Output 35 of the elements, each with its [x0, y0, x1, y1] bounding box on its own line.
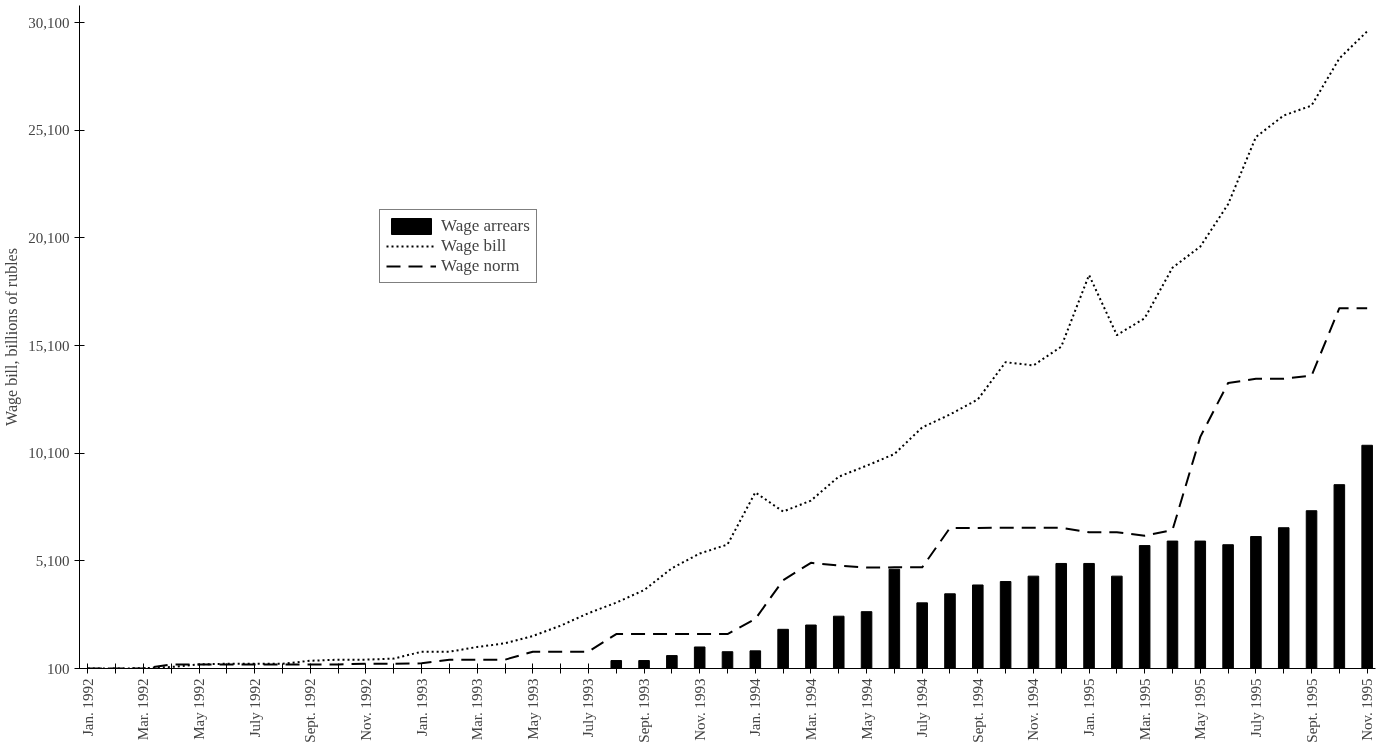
x-tick-label: Sept. 1992	[302, 678, 319, 743]
y-tick-label: 25,100	[28, 122, 70, 139]
x-tick-label: Sept. 1995	[1303, 678, 1320, 743]
y-tick-label: 5,100	[35, 552, 70, 569]
x-tick-label: May 1993	[524, 678, 541, 740]
x-tick-label: Sept. 1993	[636, 678, 653, 743]
x-tick-label: Sept. 1994	[969, 678, 986, 743]
x-tick-label: Mar. 1992	[135, 678, 152, 741]
y-tick-label: 30,100	[28, 14, 70, 31]
y-tick-label: 100	[47, 660, 70, 677]
legend-label: Wage norm	[441, 256, 520, 276]
x-tick-label: May 1995	[1192, 678, 1209, 740]
x-tick-label: July 1994	[914, 678, 931, 738]
x-tick-label: Jan. 1994	[747, 678, 764, 736]
x-tick-label: Nov. 1994	[1025, 678, 1042, 741]
y-tick-label: 10,100	[28, 445, 70, 462]
x-tick-label: Mar. 1994	[802, 678, 819, 741]
x-tick-label: Jan. 1993	[413, 678, 430, 736]
x-tick-label: Nov. 1992	[357, 678, 374, 741]
y-tick-label: 20,100	[28, 229, 70, 246]
x-tick-label: July 1993	[580, 678, 597, 738]
x-tick-label: Jan. 1995	[1081, 678, 1098, 736]
x-tick-label: May 1992	[191, 678, 208, 740]
y-tick-label: 15,100	[28, 337, 70, 354]
x-tick-label: Mar. 1995	[1136, 678, 1153, 741]
x-tick-label: Nov. 1993	[691, 678, 708, 741]
x-tick-label: May 1994	[858, 678, 875, 740]
legend-label: Wage bill	[441, 236, 507, 256]
y-axis-title: Wage bill, billions of rubles	[3, 248, 22, 426]
x-tick-label: Nov. 1995	[1359, 678, 1376, 741]
x-tick-label: July 1995	[1247, 678, 1264, 738]
x-tick-label: Jan. 1992	[79, 678, 96, 736]
x-tick-label: July 1992	[246, 678, 263, 738]
x-tick-label: Mar. 1993	[469, 678, 486, 741]
legend-label: Wage arrears	[441, 216, 530, 236]
